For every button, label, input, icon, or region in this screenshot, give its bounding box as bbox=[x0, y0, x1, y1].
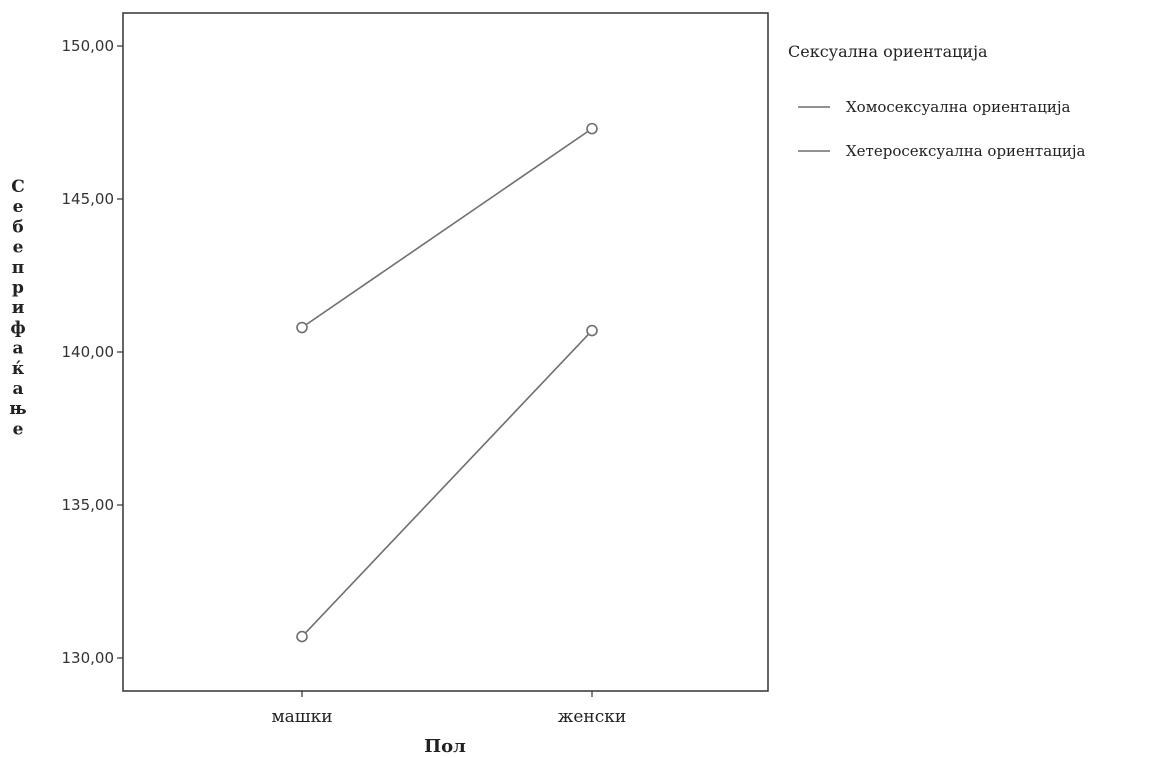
x-tick-label: машки bbox=[271, 707, 332, 727]
plot-frame bbox=[123, 13, 768, 691]
y-axis-title-letter: а bbox=[12, 339, 23, 359]
series-group bbox=[297, 124, 597, 642]
y-axis-title-letter: и bbox=[12, 298, 25, 318]
y-tick-label: 150,00 bbox=[62, 37, 115, 55]
y-axis-title-letter: е bbox=[13, 238, 24, 258]
legend: Сексуална ориентација Хомосексуална орие… bbox=[788, 42, 1085, 160]
series-point bbox=[587, 326, 597, 336]
y-tick-label: 135,00 bbox=[62, 496, 115, 514]
y-tick-label: 145,00 bbox=[62, 190, 115, 208]
x-tick-label: женски bbox=[558, 707, 627, 727]
series-point bbox=[297, 323, 307, 333]
y-axis-title-letter: ќ bbox=[12, 359, 25, 379]
series-point bbox=[297, 632, 307, 642]
y-axis-title-letter: б bbox=[12, 217, 23, 237]
legend-title: Сексуална ориентација bbox=[788, 42, 988, 61]
legend-label-homosexual: Хомосексуална ориентација bbox=[846, 98, 1071, 116]
y-axis-title-letter: п bbox=[12, 258, 24, 278]
series-line-0 bbox=[302, 129, 592, 328]
series-line-1 bbox=[302, 331, 592, 637]
x-axis: машки женски bbox=[271, 691, 626, 727]
y-axis-title-letter: њ bbox=[9, 399, 26, 419]
y-axis-title-letter: р bbox=[12, 278, 24, 298]
y-axis-title-letter: а bbox=[12, 379, 23, 399]
x-axis-title: Пол bbox=[424, 736, 466, 757]
legend-label-heterosexual: Хетеросексуална ориентација bbox=[846, 142, 1085, 160]
y-tick-label: 130,00 bbox=[62, 649, 115, 667]
y-axis-title-letter: е bbox=[13, 197, 24, 217]
y-tick-label: 140,00 bbox=[62, 343, 115, 361]
series-point bbox=[587, 124, 597, 134]
y-axis-title-letter: е bbox=[13, 419, 24, 439]
y-axis-title-letter: С bbox=[11, 177, 25, 197]
y-axis: 130,00 135,00 140,00 145,00 150,00 bbox=[62, 37, 124, 667]
y-axis-title-letter: ф bbox=[10, 318, 25, 338]
